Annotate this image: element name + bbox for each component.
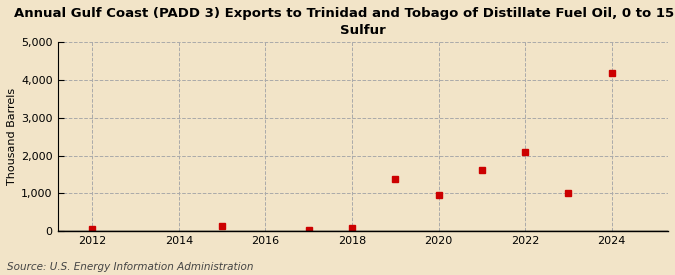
Y-axis label: Thousand Barrels: Thousand Barrels (7, 88, 17, 185)
Text: Source: U.S. Energy Information Administration: Source: U.S. Energy Information Administ… (7, 262, 253, 272)
Title: Annual Gulf Coast (PADD 3) Exports to Trinidad and Tobago of Distillate Fuel Oil: Annual Gulf Coast (PADD 3) Exports to Tr… (14, 7, 675, 37)
